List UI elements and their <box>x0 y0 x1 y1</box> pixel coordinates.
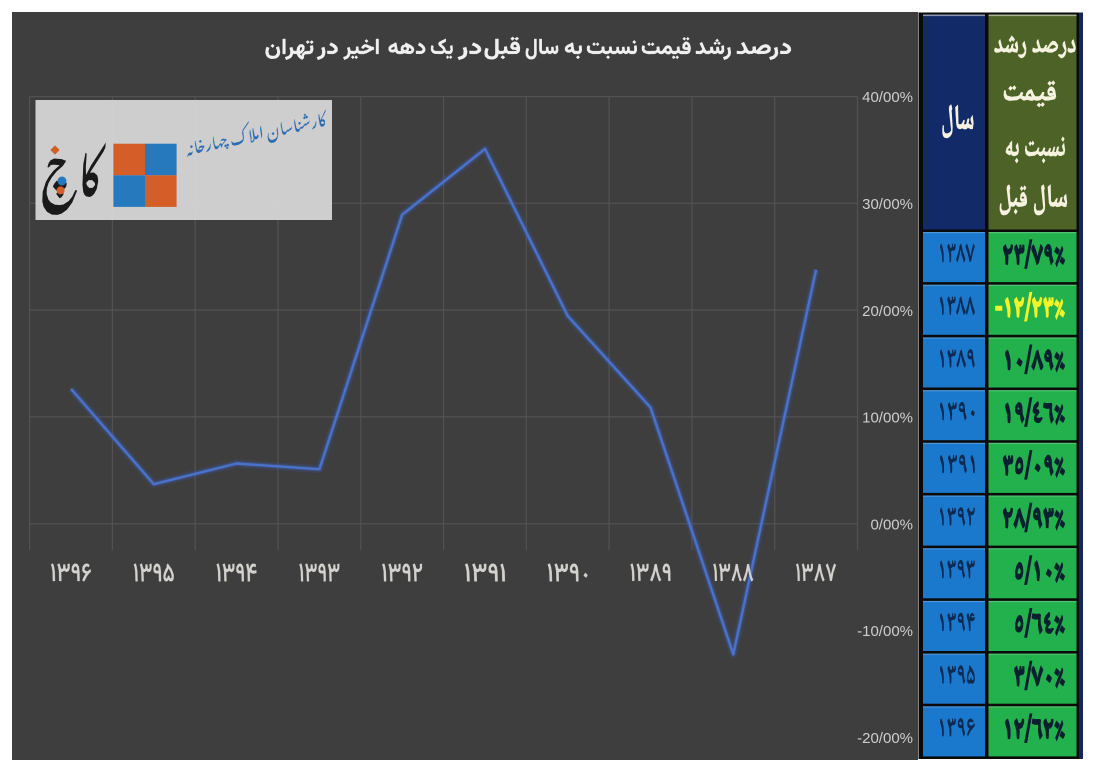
svg-text:-10/00%: -10/00% <box>857 623 913 640</box>
svg-text:30/00%: 30/00% <box>862 196 913 213</box>
svg-text:10/00%: 10/00% <box>862 410 913 427</box>
svg-text:20/00%: 20/00% <box>862 303 913 320</box>
svg-text:0/00%: 0/00% <box>870 516 913 533</box>
svg-text:40/00%: 40/00% <box>862 89 913 106</box>
svg-text:-20/00%: -20/00% <box>857 730 913 747</box>
